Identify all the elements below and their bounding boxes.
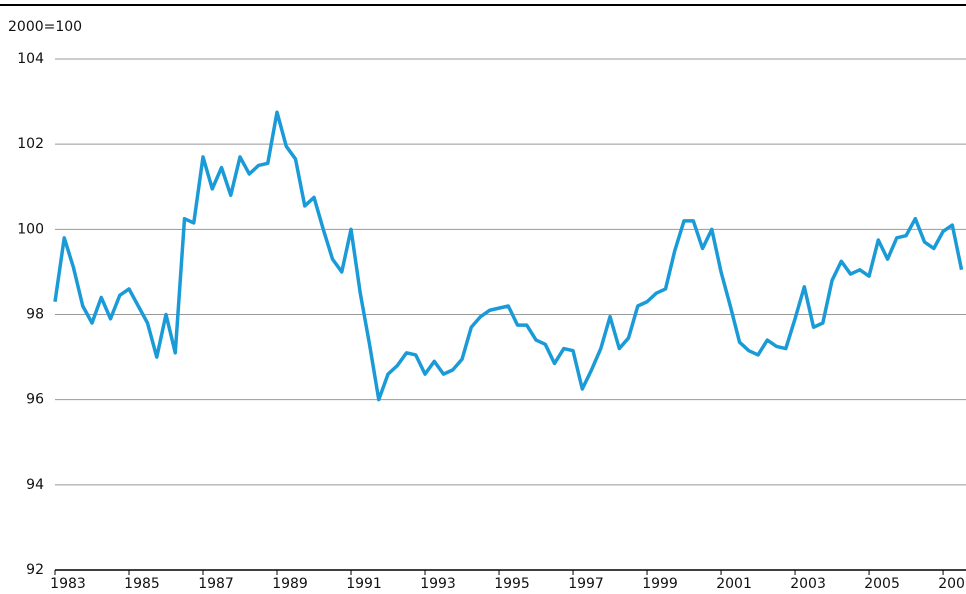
x-tick-label: 1989 [272, 576, 308, 592]
x-tick-label: 1993 [420, 576, 456, 592]
x-tick-label: 2007 [938, 576, 966, 592]
x-tick-label: 1991 [346, 576, 382, 592]
x-tick-label: 2003 [790, 576, 826, 592]
x-tick-label: 1999 [642, 576, 678, 592]
chart-title: 2000=100 [8, 19, 82, 35]
y-tick-label: 94 [26, 477, 44, 493]
x-tick-label: 1995 [494, 576, 530, 592]
y-tick-label: 104 [17, 51, 44, 67]
y-tick-label: 92 [26, 562, 44, 578]
line-series [53, 110, 964, 402]
x-tick-label: 1985 [124, 576, 160, 592]
y-tick-label: 96 [26, 392, 44, 408]
x-tick-label: 1983 [50, 576, 86, 592]
y-tick-label: 102 [17, 136, 44, 152]
y-tick-label: 100 [17, 221, 44, 237]
x-tick-label: 1997 [568, 576, 604, 592]
y-tick-label: 98 [26, 307, 44, 323]
x-tick-label: 2005 [864, 576, 900, 592]
x-tick-label: 1987 [198, 576, 234, 592]
x-tick-label: 2001 [716, 576, 752, 592]
